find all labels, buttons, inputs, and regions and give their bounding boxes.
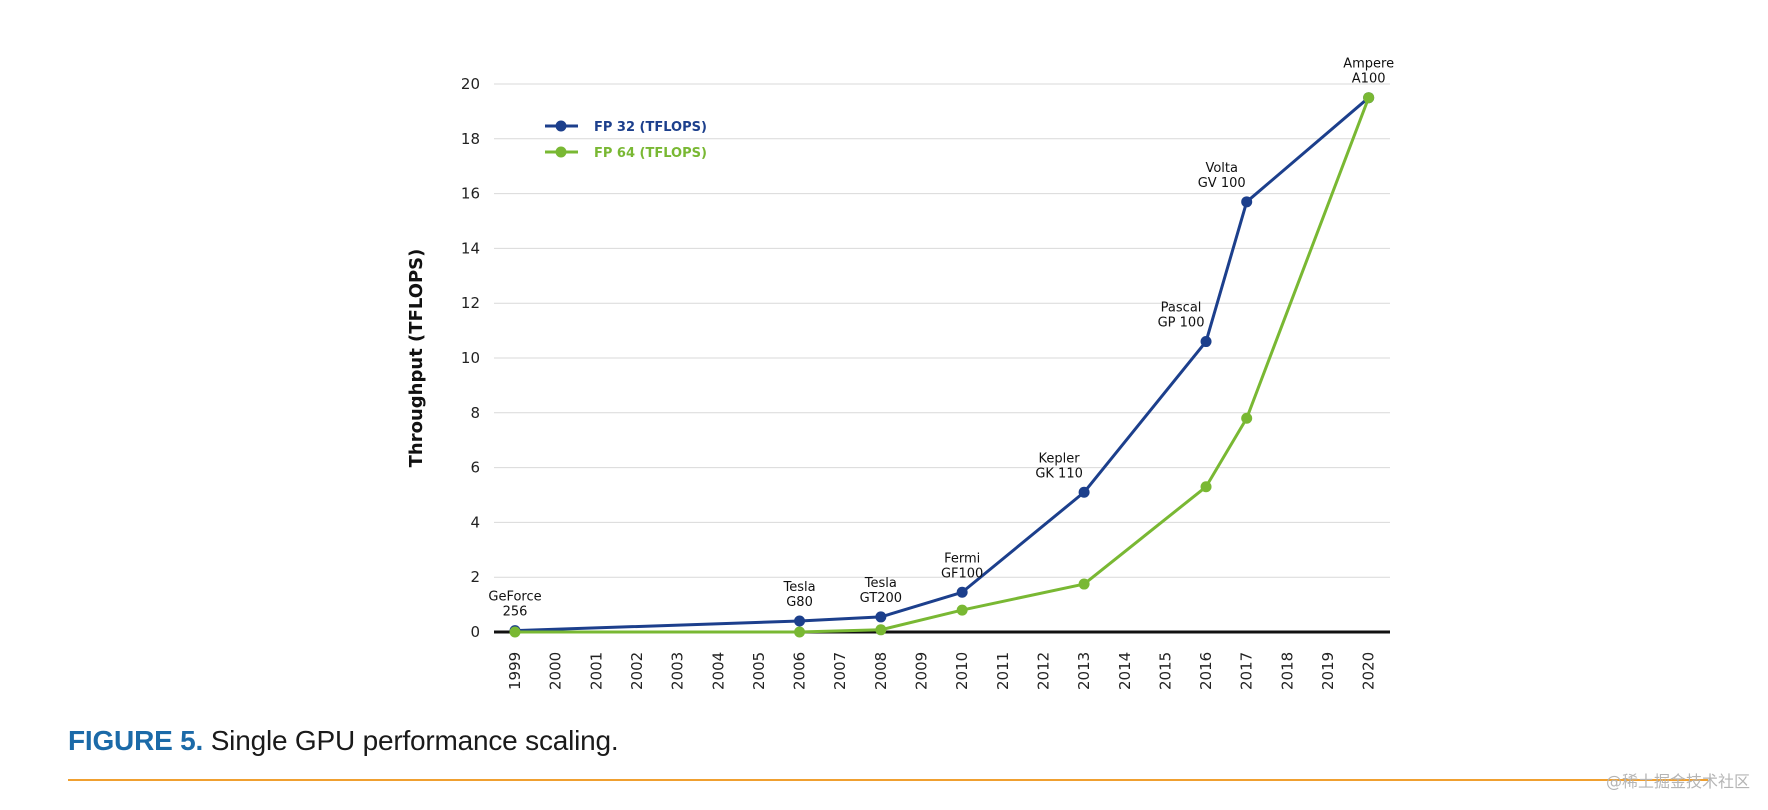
y-tick-10: 10 [461,349,480,367]
y-tick-20: 20 [461,75,480,93]
x-tick-2011: 2011 [994,652,1012,690]
y-tick-8: 8 [470,404,480,422]
y-axis-label: Throughput (TFLOPS) [406,249,427,468]
legend: FP 32 (TFLOPS) FP 64 (TFLOPS) [545,120,707,161]
x-tick-2020: 2020 [1360,652,1378,690]
fp64-point-2013 [1078,578,1090,590]
y-tick-12: 12 [461,294,480,312]
x-tick-2000: 2000 [547,652,565,690]
figure-caption: FIGURE 5. Single GPU performance scaling… [68,725,619,757]
annotation-line: GP 100 [1158,316,1205,331]
annotation-line: GeForce [488,590,541,605]
x-tick-2015: 2015 [1156,652,1174,690]
annotation-line: Volta [1205,161,1238,176]
annotation-line: GK 110 [1035,466,1083,481]
annotation-2006: Tesla G80 [783,580,816,610]
fp64-point-2008 [875,624,887,636]
grid-lines [494,83,1390,578]
annotation-2010: Fermi GF100 [941,551,983,581]
y-tick-0: 0 [470,623,480,641]
annotation-line: Kepler [1039,451,1081,466]
fp32-point-2010 [956,586,968,598]
series-group [509,92,1375,638]
x-tick-2014: 2014 [1116,652,1134,690]
y-tick-2: 2 [470,568,480,586]
annotation-line: Tesla [783,580,816,595]
x-tick-2004: 2004 [709,652,727,690]
annotation-line: Fermi [944,551,980,566]
caption-rule [68,779,1708,781]
annotation-line: Pascal [1161,301,1202,316]
fp64-point-1999 [509,626,521,638]
legend-marker-fp64 [555,146,567,158]
annotation-line: GF100 [941,566,983,581]
x-tick-2006: 2006 [791,652,809,690]
annotation-2008: Tesla GT200 [860,576,902,606]
legend-marker-fp32 [555,120,567,132]
x-tick-2012: 2012 [1034,652,1052,690]
y-tick-18: 18 [461,130,480,148]
x-tick-2017: 2017 [1238,652,1256,690]
annotation-line: G80 [786,595,813,610]
annotation-1999: GeForce 256 [488,590,541,620]
fp32-point-2008 [875,611,887,623]
x-tick-2009: 2009 [913,652,931,690]
x-tick-2003: 2003 [669,652,687,690]
legend-label-fp32: FP 32 (TFLOPS) [594,120,707,135]
y-tick-16: 16 [461,185,480,203]
fp64-line [515,97,1371,634]
y-tick-6: 6 [470,459,480,477]
annotation-line: Ampere [1343,57,1394,72]
fp64-point-2016 [1200,481,1212,493]
x-tick-2018: 2018 [1278,652,1296,690]
x-tick-2005: 2005 [750,652,768,690]
x-tick-2007: 2007 [831,652,849,690]
annotation-line: GT200 [860,591,902,606]
annotation-line: GV 100 [1198,176,1246,191]
x-tick-2016: 2016 [1197,652,1215,690]
fp64-point-2006 [794,626,806,638]
x-tick-2008: 2008 [872,652,890,690]
legend-label-fp64: FP 64 (TFLOPS) [594,146,707,161]
annotation-line: Tesla [864,576,897,591]
fp32-point-2006 [794,615,806,627]
x-tick-2001: 2001 [587,652,605,690]
annotation-2020: Ampere A100 [1343,57,1394,87]
y-tick-14: 14 [461,239,480,257]
caption-text: Single GPU performance scaling. [203,725,619,756]
annotation-2017: Volta GV 100 [1198,161,1246,191]
fp32-line [514,96,1370,633]
annotation-2016: Pascal GP 100 [1158,301,1205,331]
fp32-point-2017 [1241,196,1253,208]
fp32-point-2013 [1078,486,1090,498]
y-tick-4: 4 [470,513,480,531]
figure-label: FIGURE 5. [68,725,204,756]
fp64-point-2020 [1363,92,1375,104]
x-tick-1999: 1999 [506,652,524,690]
x-tick-2019: 2019 [1319,652,1337,690]
x-tick-2010: 2010 [953,652,971,690]
fp32-point-2016 [1200,336,1212,348]
x-tick-2013: 2013 [1075,652,1093,690]
x-tick-labels: 1999 2000 2001 2002 2003 2004 2005 2006 2007 2008… [506,652,1378,690]
annotation-line: 256 [503,605,528,620]
annotation-2013: Kepler GK 110 [1035,451,1083,481]
fp64-point-2010 [956,604,968,616]
fp64-point-2017 [1241,412,1253,424]
x-tick-2002: 2002 [628,652,646,690]
watermark: @稀土掘金技术社区 [1605,772,1750,791]
gpu-performance-chart: 0 2 4 6 8 10 12 14 16 18 20 1999 2000 2001 2002 2003 20… [406,57,1394,690]
y-tick-labels: 0 2 4 6 8 10 12 14 16 18 20 [461,75,480,641]
annotation-line: A100 [1352,72,1386,87]
